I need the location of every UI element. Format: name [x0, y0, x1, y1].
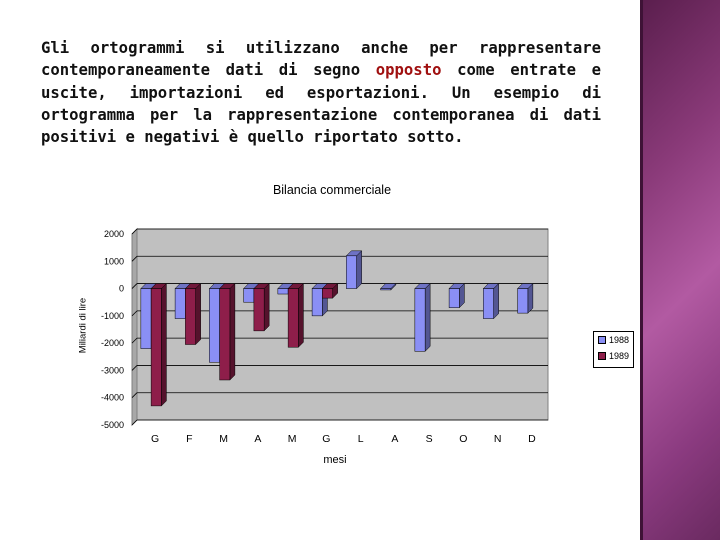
- bar-1989-1: [150, 288, 162, 407]
- y-tick-label: -1000: [101, 311, 124, 321]
- legend-label-1988: 1988: [609, 335, 630, 345]
- bar-1989-4: [253, 288, 265, 332]
- bar-1988-9-side: [424, 282, 431, 352]
- decorative-side-band: [640, 0, 720, 540]
- intro-text-after: come entrate e uscite, importazioni ed e…: [41, 61, 601, 147]
- x-tick-label: G: [151, 433, 159, 445]
- bar-1988-7: [346, 255, 357, 289]
- bar-1989-6: [322, 288, 333, 299]
- gridline-side: [131, 337, 138, 344]
- bar-1988-12: [517, 288, 529, 314]
- x-tick-label: A: [254, 433, 261, 445]
- x-tick-label: G: [322, 433, 330, 445]
- legend-swatch-1989: [598, 352, 606, 360]
- x-tick-label: S: [426, 433, 433, 445]
- side-band-edge: [640, 0, 643, 540]
- y-tick-label: -4000: [101, 393, 124, 403]
- bar-1989-2-side: [195, 282, 201, 346]
- bar-1988-7-side: [356, 250, 362, 290]
- intro-paragraph: Gli ortogrammi si utilizzano anche per r…: [41, 37, 601, 148]
- bar-1989-5: [287, 288, 299, 348]
- y-tick-label: -2000: [101, 338, 124, 348]
- y-tick-label: 1000: [104, 256, 124, 266]
- y-tick-label: 2000: [104, 229, 124, 239]
- legend-swatch-1988: [598, 336, 606, 344]
- gridline-side: [131, 256, 138, 262]
- x-tick-label: L: [358, 433, 364, 445]
- legend-item-1989: 1989: [598, 351, 629, 361]
- bar-1988-9: [414, 288, 426, 352]
- plot-back-wall: [136, 228, 549, 421]
- bar-1989-2: [185, 288, 196, 345]
- bar-1988-5: [277, 288, 289, 295]
- bar-1988-2: [174, 288, 186, 319]
- y-tick-label: -5000: [101, 420, 124, 430]
- gridline-side: [131, 310, 138, 317]
- y-tick-label: -3000: [101, 365, 124, 375]
- bar-1989-5-side: [298, 282, 304, 348]
- x-tick-label: F: [186, 433, 192, 445]
- highlighted-word: opposto: [375, 61, 442, 80]
- x-tick-label: M: [288, 433, 297, 445]
- bar-1988-11-side: [493, 282, 499, 320]
- x-axis-label: mesi: [323, 454, 347, 466]
- gridline-side: [131, 392, 138, 398]
- bar-1988-4: [243, 288, 255, 303]
- x-tick-label: A: [391, 433, 398, 445]
- chart-legend: 1988 1989: [593, 331, 634, 368]
- bar-1988-6: [311, 288, 323, 317]
- bar-1988-1: [140, 288, 152, 349]
- legend-label-1989: 1989: [609, 351, 630, 361]
- bar-1989-4-side: [263, 282, 270, 332]
- gridline-side: [131, 419, 138, 426]
- intro-text-before: Gli ortogrammi si utilizzano anche per r…: [41, 39, 601, 80]
- x-tick-label: N: [494, 433, 502, 445]
- bar-1989-3: [219, 288, 231, 381]
- chart-title: Bilancia commerciale: [272, 183, 392, 197]
- legend-item-1988: 1988: [598, 335, 629, 345]
- bar-1989-3-side: [229, 282, 236, 381]
- y-tick-label: 0: [119, 284, 124, 294]
- x-tick-label: O: [459, 433, 467, 445]
- bar-1989-1-side: [161, 282, 167, 407]
- x-tick-label: M: [219, 433, 228, 445]
- bar-1988-10: [448, 288, 460, 308]
- gridline-side: [131, 365, 138, 371]
- bar-1988-8: [380, 288, 392, 291]
- gridline-side: [131, 228, 138, 235]
- x-tick-label: D: [528, 433, 536, 445]
- gridline-side: [131, 283, 138, 289]
- bar-1988-11: [483, 288, 494, 319]
- bar-1988-3: [209, 288, 220, 363]
